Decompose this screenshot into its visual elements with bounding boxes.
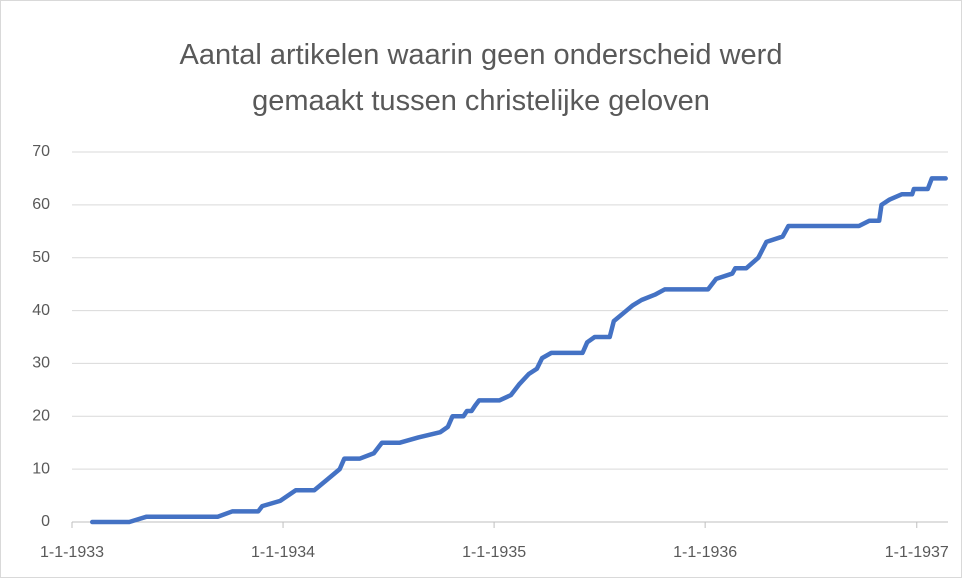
y-tick-label: 50: [32, 249, 50, 266]
y-tick-label: 10: [32, 460, 50, 477]
x-tick-label: 1-1-1935: [462, 544, 526, 561]
chart-title: Aantal artikelen waarin geen onderscheid…: [179, 39, 783, 117]
y-tick-label: 70: [32, 143, 50, 160]
x-tick-label: 1-1-1937: [885, 544, 949, 561]
x-tick-label: 1-1-1936: [673, 544, 737, 561]
y-tick-label: 20: [32, 408, 50, 425]
x-tick-label: 1-1-1934: [251, 544, 315, 561]
data-line: [89, 176, 948, 525]
y-tick-label: 60: [32, 196, 50, 213]
y-tick-label: 0: [41, 513, 50, 530]
y-tick-label: 40: [32, 302, 50, 319]
x-tick-label: 1-1-1933: [40, 544, 104, 561]
y-tick-label: 30: [32, 355, 50, 372]
